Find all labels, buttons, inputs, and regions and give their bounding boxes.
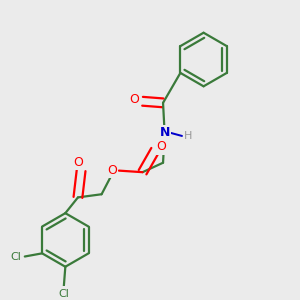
Text: N: N xyxy=(159,126,170,139)
Text: H: H xyxy=(184,131,192,141)
Text: O: O xyxy=(130,93,140,106)
Text: Cl: Cl xyxy=(58,289,69,298)
Text: O: O xyxy=(73,156,83,169)
Text: Cl: Cl xyxy=(10,251,21,262)
Text: O: O xyxy=(157,140,166,154)
Text: O: O xyxy=(107,164,117,177)
